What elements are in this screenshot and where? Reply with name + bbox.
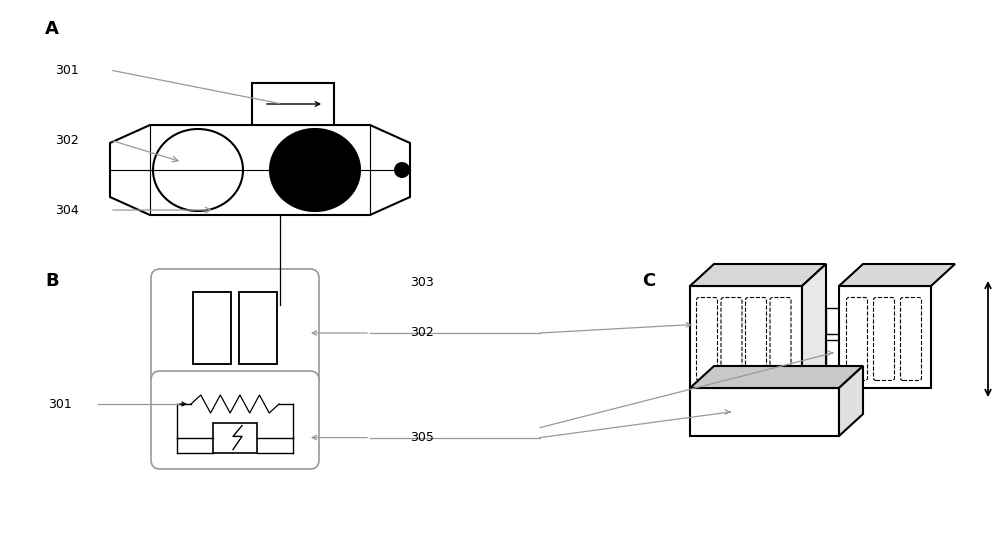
Text: 304: 304: [55, 204, 79, 217]
FancyBboxPatch shape: [770, 298, 791, 381]
Text: 301: 301: [55, 63, 79, 76]
Text: 301: 301: [48, 398, 72, 410]
Text: 305: 305: [410, 431, 434, 444]
Polygon shape: [839, 264, 955, 286]
FancyBboxPatch shape: [151, 269, 319, 387]
Ellipse shape: [153, 129, 243, 211]
Polygon shape: [690, 286, 802, 388]
Bar: [826, 340, 839, 366]
FancyBboxPatch shape: [901, 298, 922, 381]
FancyBboxPatch shape: [696, 298, 718, 381]
Polygon shape: [690, 388, 839, 436]
FancyBboxPatch shape: [846, 298, 868, 381]
Text: 303: 303: [410, 276, 434, 289]
Polygon shape: [839, 366, 863, 436]
Text: C: C: [642, 272, 655, 290]
FancyBboxPatch shape: [746, 298, 767, 381]
Text: 302: 302: [55, 134, 79, 146]
Text: 302: 302: [410, 327, 434, 339]
Bar: [239, 292, 277, 364]
Polygon shape: [110, 125, 410, 215]
Bar: [193, 292, 231, 364]
Polygon shape: [690, 264, 826, 286]
Bar: [252, 83, 334, 125]
Polygon shape: [802, 264, 826, 388]
FancyBboxPatch shape: [151, 371, 319, 469]
Text: B: B: [45, 272, 59, 290]
FancyBboxPatch shape: [721, 298, 742, 381]
Polygon shape: [839, 286, 931, 388]
Bar: [826, 308, 839, 334]
Ellipse shape: [270, 129, 360, 211]
Circle shape: [394, 162, 410, 178]
FancyBboxPatch shape: [874, 298, 895, 381]
Polygon shape: [690, 366, 863, 388]
Bar: [213, 422, 257, 453]
Text: A: A: [45, 20, 59, 38]
